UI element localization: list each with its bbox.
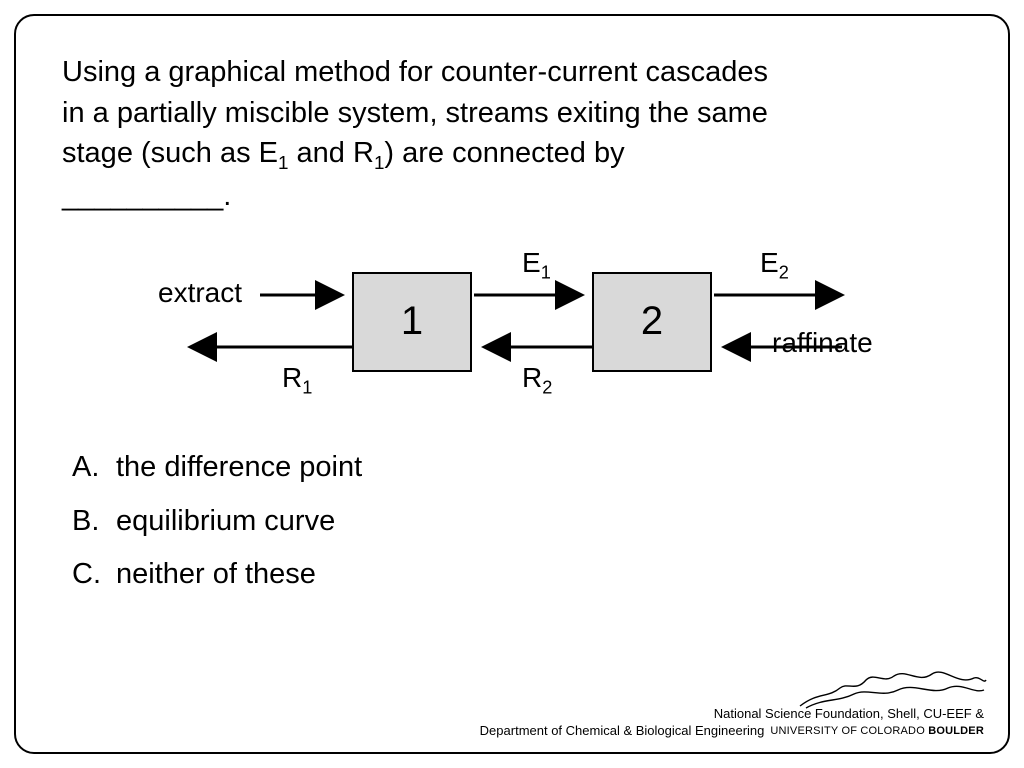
answer-a-letter: A.	[72, 441, 116, 495]
q-sub2: 1	[374, 152, 384, 173]
footer-dept: Department of Chemical & Biological Engi…	[480, 722, 765, 740]
cu-logo-pre: UNIVERSITY OF COLORADO	[770, 725, 928, 737]
slide-frame: Using a graphical method for counter-cur…	[14, 14, 1010, 754]
answer-c-letter: C.	[72, 548, 116, 602]
answer-b: B. equilibrium curve	[72, 495, 962, 549]
answer-b-letter: B.	[72, 495, 116, 549]
q-line3-post: ) are connected by	[384, 137, 624, 169]
footer-line1: National Science Foundation, Shell, CU-E…	[480, 705, 984, 723]
q-sub1: 1	[278, 152, 288, 173]
q-line3-pre: stage (such as E	[62, 137, 278, 169]
cu-logo-text: UNIVERSITY OF COLORADO BOULDER	[770, 724, 984, 739]
footer-line2: Department of Chemical & Biological Engi…	[480, 722, 984, 740]
answer-c-text: neither of these	[116, 548, 316, 602]
cascade-diagram: extract raffinate E1 E2 R1 R2 1 2	[152, 247, 872, 417]
answer-c: C. neither of these	[72, 548, 962, 602]
answer-a: A. the difference point	[72, 441, 962, 495]
arrows-svg	[152, 247, 872, 417]
footer: National Science Foundation, Shell, CU-E…	[480, 705, 984, 740]
cu-logo-bold: BOULDER	[928, 725, 984, 737]
question-text: Using a graphical method for counter-cur…	[62, 52, 962, 217]
q-line1: Using a graphical method for counter-cur…	[62, 56, 768, 88]
q-line2: in a partially miscible system, streams …	[62, 97, 768, 129]
mountain-logo-icon	[798, 662, 988, 710]
q-line3-mid: and R	[288, 137, 373, 169]
answer-b-text: equilibrium curve	[116, 495, 335, 549]
answer-a-text: the difference point	[116, 441, 362, 495]
q-line4: __________.	[62, 180, 231, 212]
answer-list: A. the difference point B. equilibrium c…	[72, 441, 962, 602]
